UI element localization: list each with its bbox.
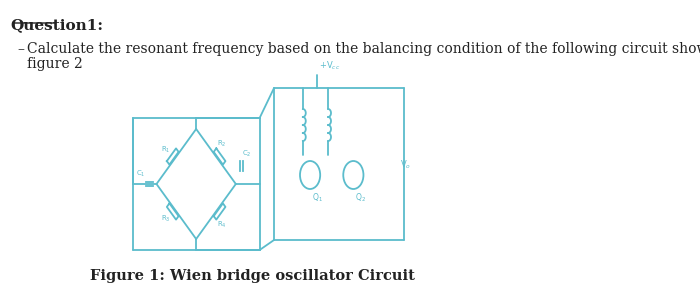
Text: Calculate the resonant frequency based on the balancing condition of the followi: Calculate the resonant frequency based o… (27, 42, 700, 56)
Text: V$_o$: V$_o$ (400, 159, 412, 171)
Text: Figure 1: Wien bridge oscillator Circuit: Figure 1: Wien bridge oscillator Circuit (90, 269, 415, 283)
Text: +V$_{cc}$: +V$_{cc}$ (319, 59, 341, 72)
Text: Q$_1$: Q$_1$ (312, 191, 323, 204)
Text: C$_1$: C$_1$ (136, 169, 146, 179)
Text: –: – (18, 42, 24, 56)
Text: Q$_2$: Q$_2$ (355, 191, 366, 204)
Text: R$_3$: R$_3$ (162, 213, 171, 224)
Text: R$_2$: R$_2$ (218, 138, 227, 149)
Text: Question1:: Question1: (10, 18, 103, 32)
Text: R$_4$: R$_4$ (218, 220, 228, 230)
Text: C$_2$: C$_2$ (241, 149, 251, 159)
Text: R$_1$: R$_1$ (162, 144, 171, 155)
Text: figure 2: figure 2 (27, 57, 83, 71)
